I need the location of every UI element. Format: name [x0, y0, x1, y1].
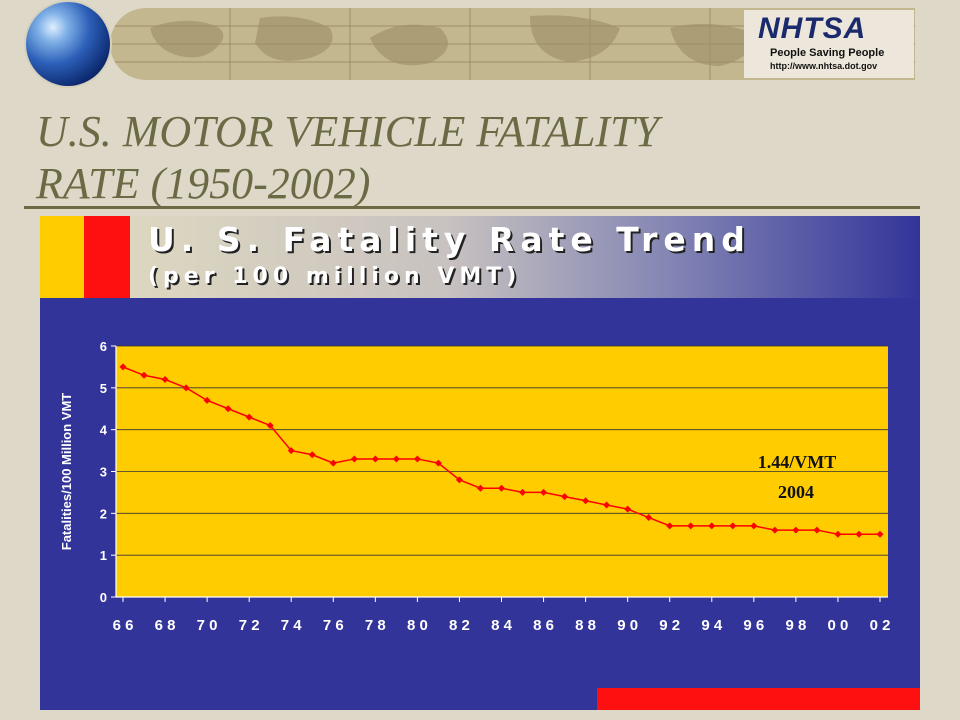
x-tick-label: 0 0: [828, 617, 849, 634]
y-tick-label: 2: [100, 506, 107, 521]
data-point: [708, 522, 716, 530]
x-tick-label: 9 8: [785, 617, 806, 634]
data-point: [687, 522, 695, 530]
data-point: [203, 396, 211, 404]
data-point: [645, 514, 653, 522]
y-tick-label: 1: [100, 548, 107, 563]
nhtsa-tagline: People Saving People: [770, 47, 885, 59]
data-point: [119, 363, 127, 371]
y-tick-label: 0: [100, 590, 107, 605]
slide-title-line1: U.S. MOTOR VEHICLE FATALITY: [36, 107, 660, 156]
data-point: [308, 451, 316, 459]
data-point: [413, 455, 421, 463]
x-tick-label: 9 6: [743, 617, 764, 634]
data-point: [498, 484, 505, 492]
data-point: [519, 488, 527, 496]
x-tick-label: 8 2: [449, 617, 470, 634]
annotation-rate: 1.44/VMT: [758, 452, 837, 472]
x-tick-label: 9 2: [659, 617, 680, 634]
data-point: [540, 488, 548, 496]
y-tick-label: 3: [100, 465, 107, 480]
data-point: [750, 522, 758, 530]
accent-stripe-yellow: [40, 216, 84, 298]
data-point: [266, 421, 274, 429]
chart-header-band: [130, 216, 920, 298]
data-point: [666, 522, 674, 530]
x-tick-label: 7 0: [197, 617, 218, 634]
y-tick-label: 6: [100, 339, 107, 354]
y-tick-label: 5: [100, 381, 107, 396]
data-point: [287, 447, 295, 455]
accent-stripe-red: [84, 216, 130, 298]
annotation-year: 2004: [778, 482, 814, 502]
data-point: [561, 493, 569, 501]
data-point: [834, 530, 842, 538]
data-point: [329, 459, 337, 467]
data-point: [771, 526, 779, 534]
data-point: [455, 476, 463, 484]
y-tick-label: 4: [100, 423, 108, 438]
data-point: [245, 413, 253, 421]
x-tick-label: 7 4: [281, 617, 303, 634]
x-tick-label: 9 4: [701, 617, 723, 634]
x-tick-label: 8 0: [407, 617, 428, 634]
data-point: [140, 371, 148, 379]
data-point: [876, 530, 884, 538]
globe-icon: [26, 2, 110, 86]
data-point: [603, 501, 611, 509]
data-point: [350, 455, 358, 463]
x-tick-label: 8 8: [575, 617, 596, 634]
chart-header-subtitle: (per 100 million VMT): [148, 264, 522, 289]
title-divider: [24, 206, 920, 209]
x-tick-label: 8 6: [533, 617, 554, 634]
data-point: [371, 455, 379, 463]
nhtsa-wordmark: NHTSA: [758, 12, 867, 45]
x-tick-label: 7 8: [365, 617, 386, 634]
x-tick-label: 7 2: [239, 617, 260, 634]
data-point: [182, 384, 190, 392]
data-point: [392, 455, 400, 463]
x-tick-label: 6 8: [155, 617, 176, 634]
fatality-rate-chart: 0 1 2 3 4 5 6 6 6 6 8 7 0 7 2 7 4 7 6 7 8 8 0 8 2 8 4 8 6…: [59, 339, 891, 634]
chart-header-title: U. S. Fatality Rate Trend: [148, 220, 751, 259]
data-point: [813, 526, 821, 534]
y-axis-label: Fatalities/100 Million VMT: [59, 393, 74, 551]
x-tick-label: 6 6: [113, 617, 134, 634]
x-tick-label: 0 2: [870, 617, 891, 634]
world-map-graphic: [110, 8, 915, 80]
data-point: [582, 497, 590, 505]
nhtsa-logo: NHTSA People Saving People http://www.nh…: [744, 10, 914, 78]
data-point: [792, 526, 800, 534]
data-point: [434, 459, 442, 467]
data-point: [476, 484, 484, 492]
accent-bar-bottom: [597, 688, 920, 710]
slide-title: U.S. MOTOR VEHICLE FATALITY RATE (1950-2…: [36, 106, 796, 210]
data-point: [729, 522, 737, 530]
data-point: [624, 505, 632, 513]
slide-title-line2: RATE (1950-2002): [36, 159, 371, 208]
data-point: [224, 405, 232, 413]
x-tick-label: 7 6: [323, 617, 344, 634]
x-tick-label: 8 4: [491, 617, 513, 634]
x-tick-label: 9 0: [617, 617, 638, 634]
data-point: [855, 530, 863, 538]
data-point: [161, 375, 169, 383]
nhtsa-url: http://www.nhtsa.dot.gov: [770, 61, 878, 71]
